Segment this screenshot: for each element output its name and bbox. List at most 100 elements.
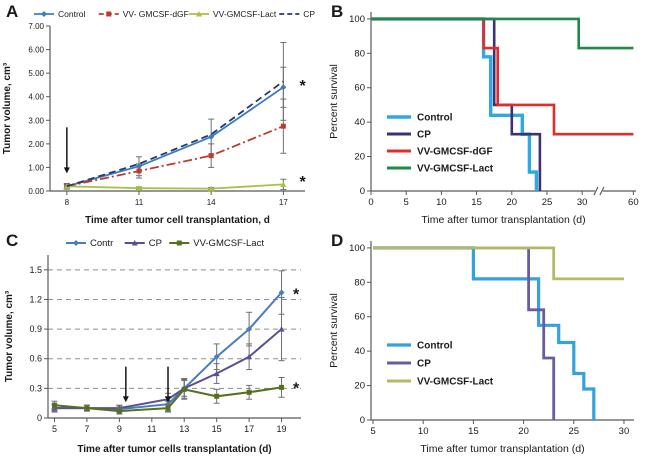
series-Control <box>63 66 287 190</box>
panel-d-label: D <box>331 231 344 250</box>
marker-triangle <box>196 11 202 17</box>
y-tick-label: 60 <box>354 312 365 323</box>
marker-square <box>208 153 214 159</box>
marker-triangle <box>208 185 215 192</box>
y-tick-label: 0 <box>360 186 365 197</box>
legend-label: VV-GMCSF-dGF <box>417 147 493 158</box>
x-tick-label: 20 <box>518 426 529 437</box>
marker-diamond <box>213 353 220 360</box>
y-tick-label: 3.00 <box>28 116 44 125</box>
y-tick-label: 0 <box>360 415 365 426</box>
axis-break-gap <box>594 189 603 193</box>
y-tick-label: 2.00 <box>28 140 44 149</box>
y-tick-label: 0.6 <box>29 354 42 364</box>
legend-label: CP <box>149 238 162 249</box>
x-tick-label: 17 <box>279 198 288 207</box>
y-tick-label: 1.00 <box>28 163 44 172</box>
legend-C: Contr CP VV-GMCSF-Lact <box>66 238 264 249</box>
panel-d: D 5 10 15 20 25 30 0 20 40 60 80 100 Time after tumo… <box>325 229 650 458</box>
treatment-arrow-head <box>165 396 172 403</box>
legend-label: Control <box>417 341 453 352</box>
series-Control <box>373 246 596 420</box>
x-tick-label: 5 <box>404 197 409 208</box>
y-tick-label: 40 <box>354 346 365 357</box>
y-tick-label: 100 <box>349 14 365 25</box>
x-tick-label: 13 <box>179 424 189 434</box>
chart-A-svg: 8 11 14 17 0.00 1.00 2.00 3.00 4.00 5.00 6.00 7.00 *… <box>2 9 315 226</box>
y-tick-label: 5.00 <box>28 69 44 78</box>
chart-B-svg: 0 5 10 15 20 25 30 60 0 20 40 60 80 100 Time after tum… <box>328 12 639 226</box>
y-tick-label: 40 <box>354 117 365 128</box>
marker-square <box>246 389 252 395</box>
treatment-arrow-head <box>63 167 70 174</box>
legend-D: Control CP VV-GMCSF-Lact <box>387 341 494 388</box>
plot-area-A: 8 11 14 17 0.00 1.00 2.00 3.00 4.00 5.00 6.00 7.00 *… <box>2 9 315 226</box>
legend-label: VV-GMCSF-Lact <box>417 377 494 388</box>
x-tick-label: 11 <box>147 424 156 434</box>
marker-triangle <box>136 185 143 191</box>
axis-break-mark <box>599 186 605 196</box>
panel-d-chart: 5 10 15 20 25 30 0 20 40 60 80 100 Time after tumor … <box>325 229 650 458</box>
y-axis-label: Percent survival <box>328 293 340 368</box>
y-axis-label: Tumor volume, cm³ <box>4 290 15 382</box>
y-tick-label: 1.2 <box>29 294 42 304</box>
plot-area-D: 5 10 15 20 25 30 0 20 40 60 80 100 Time after tumor … <box>328 241 634 455</box>
x-tick-label: 15 <box>468 426 479 437</box>
x-axis-label: Time after tumor transplantation (d) <box>420 443 584 455</box>
panel-a: A 8 11 14 17 0.00 1.00 2.00 3.00 4.00 5.00 6.00 7.0… <box>0 0 325 229</box>
x-tick-label: 25 <box>542 197 553 208</box>
marker-square <box>214 393 220 399</box>
legend-label: VV-GMCSF-Lact <box>417 164 494 175</box>
series-VV-GMCSF-Lact <box>51 376 285 415</box>
legend-label: CP <box>417 130 431 141</box>
y-tick-label: 4.00 <box>28 93 44 102</box>
marker-square <box>116 408 122 414</box>
panel-a-label: A <box>6 2 19 21</box>
y-tick-label: 0.00 <box>28 187 44 196</box>
chart-D-svg: 5 10 15 20 25 30 0 20 40 60 80 100 Time after tumor … <box>328 241 634 455</box>
y-axis-label: Percent survival <box>328 64 340 139</box>
significance-asterisk: * <box>299 174 306 191</box>
marker-triangle <box>278 326 285 332</box>
x-tick-label: 14 <box>207 198 216 207</box>
legend-label: Control <box>417 113 453 124</box>
series-VV-GMCSF-dGF <box>371 17 634 136</box>
marker-triangle <box>246 353 253 360</box>
series-CP <box>66 42 287 188</box>
x-tick-label: 5 <box>52 424 57 434</box>
panel-c-chart: 5 7 9 11 13 15 17 19 0 0.3 0.6 0.9 1.2 1.5 * * Time afte… <box>0 229 325 458</box>
legend-label: VV-GMCSF-Lact <box>193 238 264 249</box>
series-VV-GMCSF-Lact <box>63 178 287 192</box>
data-line <box>54 386 282 413</box>
panel-b: B 0 5 10 15 20 25 30 60 0 20 40 60 80 100 Time after t… <box>325 0 650 229</box>
plot-area-B: 0 5 10 15 20 25 30 60 0 20 40 60 80 100 Time after tum… <box>328 12 639 226</box>
marker-diamond <box>73 240 79 246</box>
x-tick-label: 30 <box>577 197 588 208</box>
survival-curve <box>371 17 634 50</box>
y-tick-label: 80 <box>354 48 365 59</box>
x-tick-label: 19 <box>277 424 287 434</box>
x-tick-label: 17 <box>244 424 254 434</box>
x-tick-label: 11 <box>135 198 144 207</box>
legend-label: Contr <box>90 238 113 249</box>
panel-a-chart: 8 11 14 17 0.00 1.00 2.00 3.00 4.00 5.00 6.00 7.00 *… <box>0 0 325 229</box>
legend-label: VV-GMCSF-Lact <box>213 9 277 19</box>
survival-curve <box>373 246 596 420</box>
marker-triangle <box>131 240 138 246</box>
significance-asterisk: * <box>293 287 300 304</box>
x-tick-label: 9 <box>117 424 122 434</box>
data-line <box>66 183 284 190</box>
x-tick-label: 10 <box>436 197 447 208</box>
legend-label: CP <box>303 9 315 19</box>
panel-b-chart: 0 5 10 15 20 25 30 60 0 20 40 60 80 100 Time after tum… <box>325 0 650 229</box>
x-tick-label: 15 <box>212 424 222 434</box>
y-tick-label: 0.9 <box>29 324 42 334</box>
survival-curve <box>373 246 556 420</box>
marker-diamond <box>246 326 253 333</box>
marker-square <box>176 240 182 246</box>
x-tick-label: 30 <box>619 426 630 437</box>
x-tick-label: 10 <box>418 426 429 437</box>
legend-B: Control CP VV-GMCSF-dGF VV-GMCSF-Lact <box>387 113 494 175</box>
y-tick-label: 6.00 <box>28 46 44 55</box>
